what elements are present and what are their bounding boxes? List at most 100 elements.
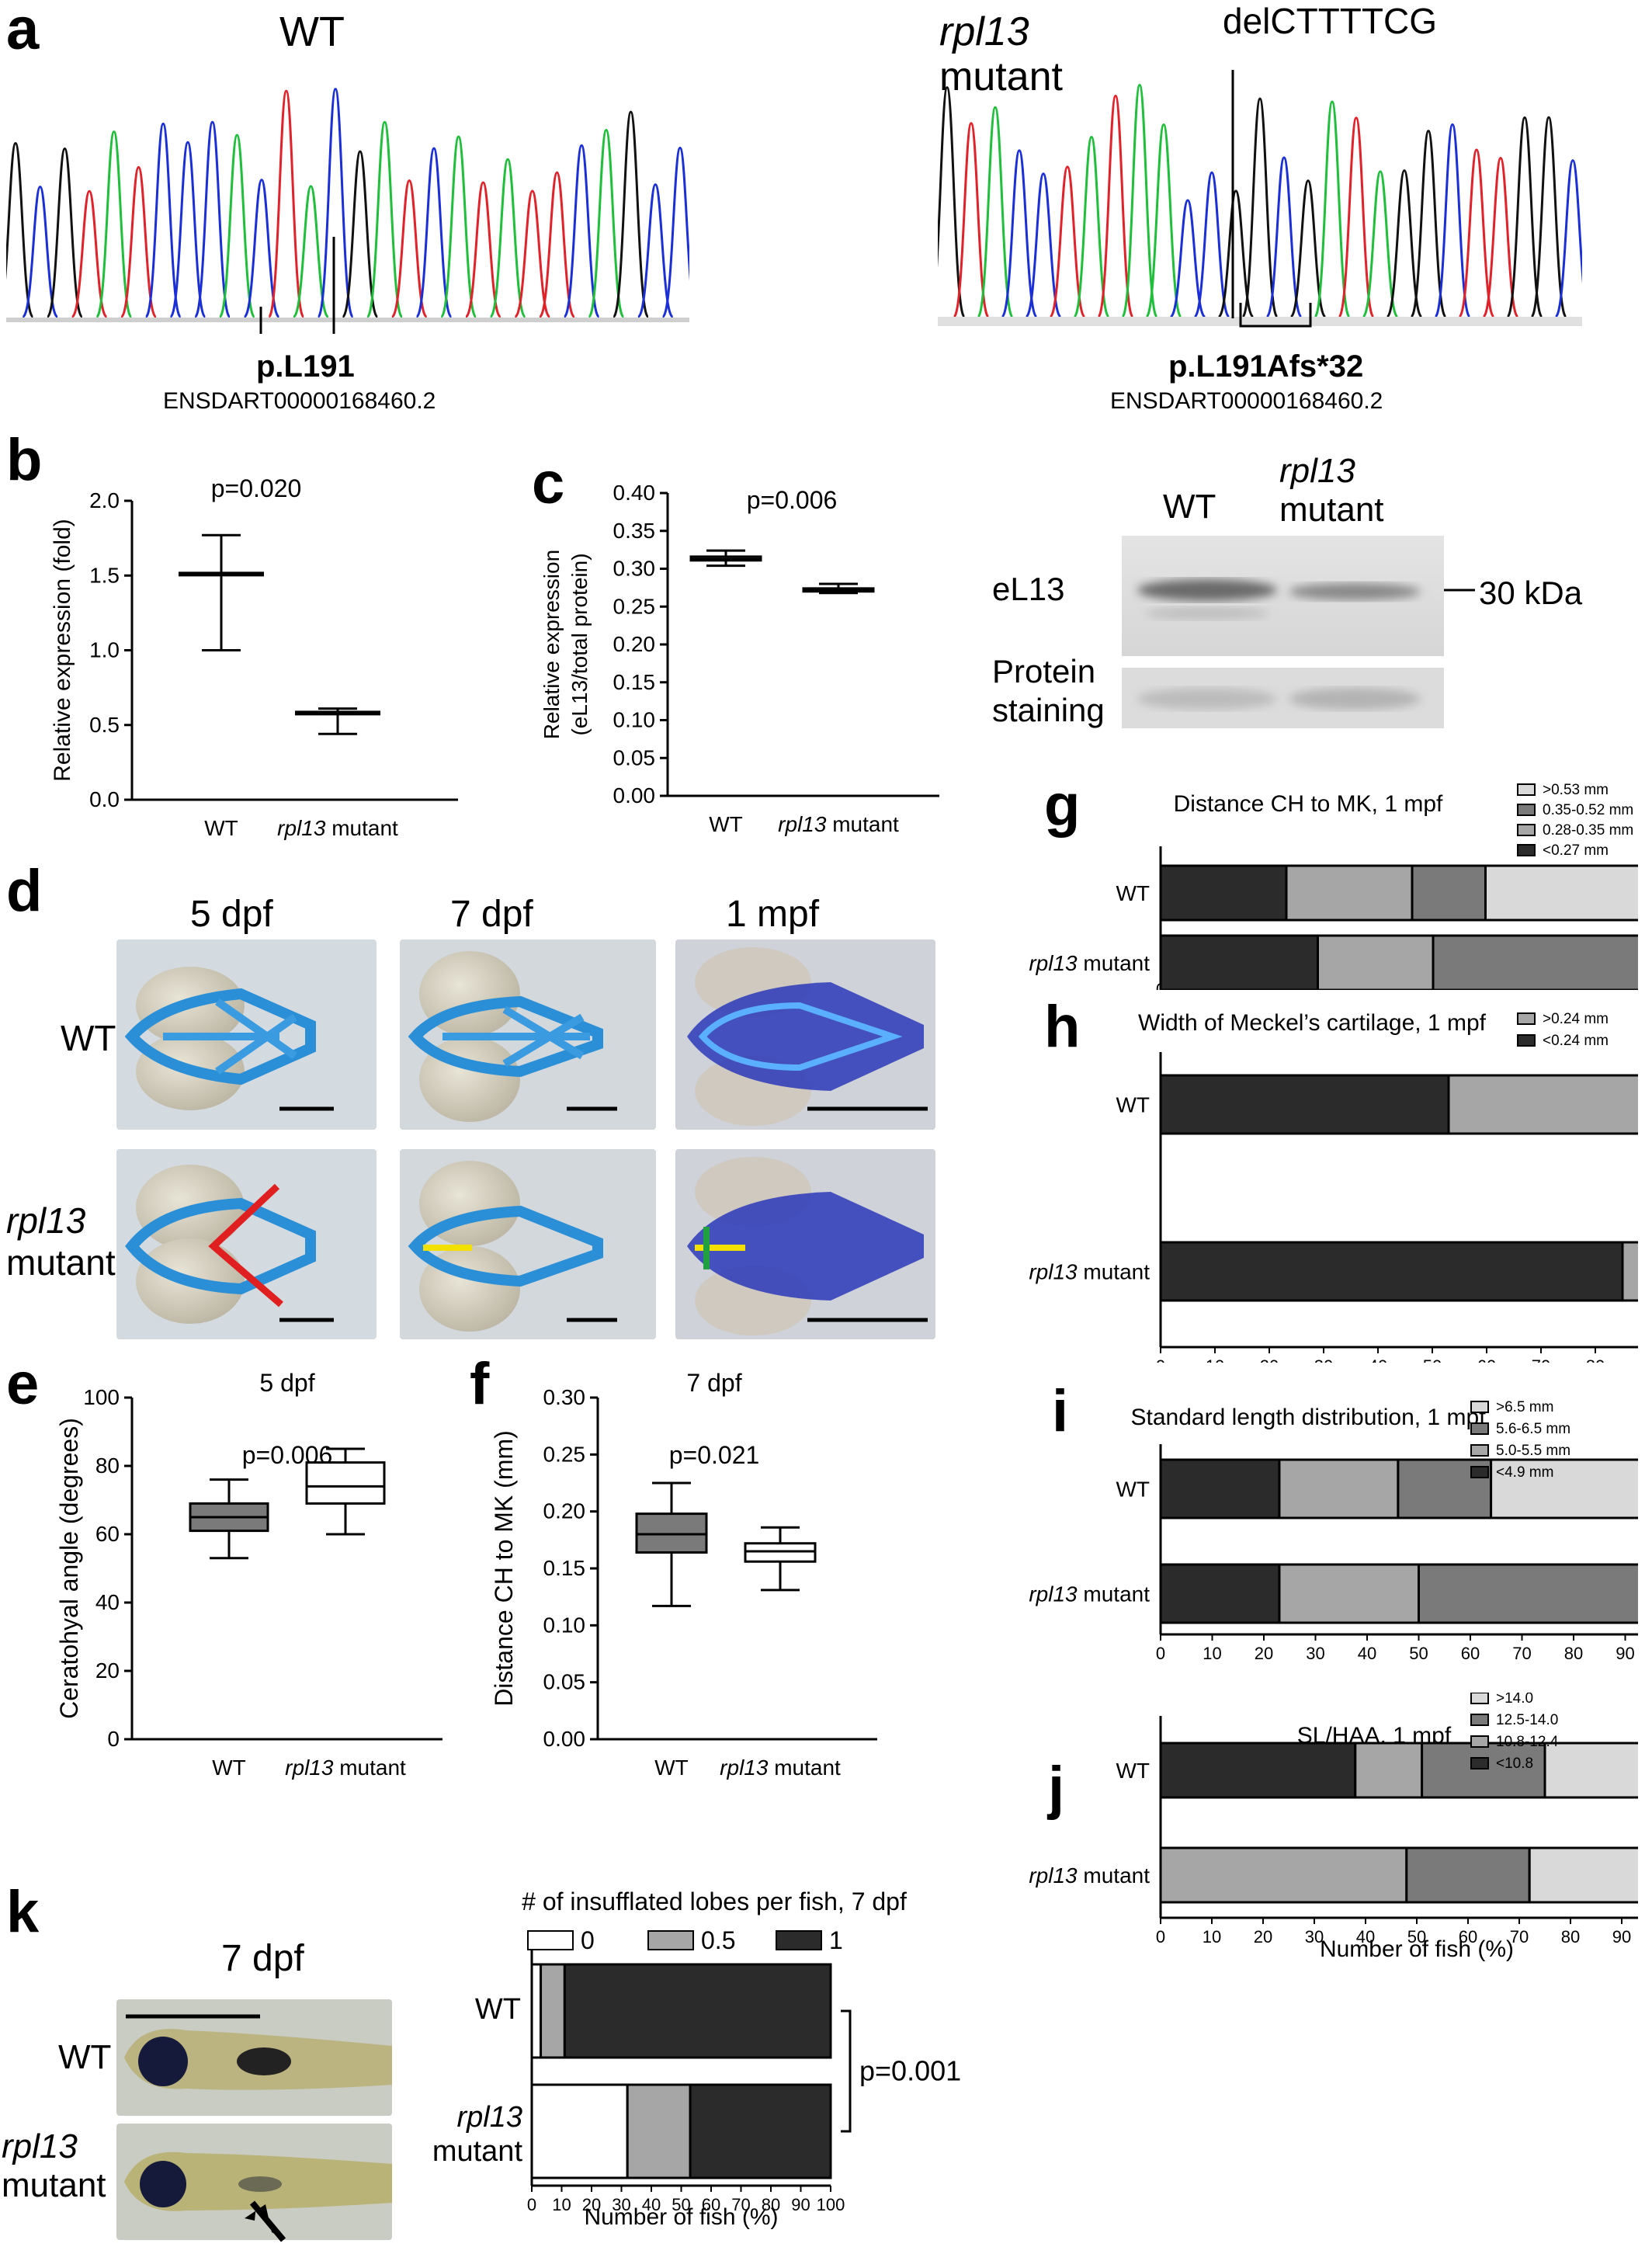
photo-wt-1mpf xyxy=(675,939,935,1130)
row-label: WT xyxy=(475,1993,521,2026)
band-mutant xyxy=(1289,583,1421,600)
bar-segment xyxy=(1447,1074,1638,1135)
legend-swatch xyxy=(1517,824,1536,836)
y-tick-label: 60 xyxy=(95,1522,120,1546)
d-row-mutant-gene: rpl13 xyxy=(6,1200,86,1241)
chart-c: 0.00 0.05 0.10 0.15 0.20 0.25 0.30 0.35 0.40 Rela… xyxy=(540,485,939,836)
trace-peak xyxy=(144,122,182,318)
x-tick-label: 10 xyxy=(1203,1644,1221,1663)
trace-peak xyxy=(1217,189,1255,318)
bar-segment xyxy=(1159,864,1288,922)
trace-peak xyxy=(1554,159,1582,318)
x-tick-label: 60 xyxy=(702,2195,720,2214)
x-tick-label: 70 xyxy=(1512,1644,1531,1663)
row-label: WT xyxy=(1116,1478,1150,1502)
trace-peak xyxy=(439,135,477,318)
trace-peak xyxy=(366,120,404,318)
x-tick-label: 20 xyxy=(582,2195,601,2214)
mutant-trace-peaks xyxy=(938,84,1582,318)
y-tick-label: 0 xyxy=(107,1727,120,1751)
x-tick-label: 20 xyxy=(1254,1927,1272,1947)
x-category-label: WT xyxy=(709,812,743,836)
d-row-mutant: rpl13 mutant xyxy=(6,1200,116,1283)
x-tick-label: 40 xyxy=(1358,1644,1376,1663)
x-tick-label: 0 xyxy=(527,2195,536,2214)
p-value: p=0.001 xyxy=(859,2055,961,2087)
k-row-mutant-gene: rpl13 xyxy=(2,2127,78,2165)
trace-peak xyxy=(1458,148,1495,318)
y-tick-label: 0.10 xyxy=(543,1613,586,1637)
y-tick-label: 0.20 xyxy=(543,1499,586,1523)
box xyxy=(305,1461,386,1505)
chart-title: Standard length distribution, 1 mpf xyxy=(1131,1405,1487,1430)
staining-line-1: Protein xyxy=(992,653,1096,689)
photo-mutant-7dpf xyxy=(400,1149,656,1339)
x-tick-label: 50 xyxy=(1407,1927,1426,1947)
panel-label-g: g xyxy=(1044,773,1081,839)
row-label-rest: mutant xyxy=(432,2135,523,2168)
x-tick-label: 0 xyxy=(1156,1927,1165,1947)
x-tick-label: 80 xyxy=(1561,1927,1580,1947)
bar-segment xyxy=(530,1963,543,2059)
trace-peak xyxy=(267,89,305,318)
legend-label: 0.28-0.35 mm xyxy=(1543,822,1633,839)
y-tick-label: 20 xyxy=(95,1658,120,1683)
mutant-variant: p.L191Afs*32 xyxy=(1168,349,1364,384)
trace-peak xyxy=(1193,171,1230,318)
bar-segment xyxy=(1543,1742,1638,1799)
trace-peak xyxy=(415,147,453,318)
bar-segment xyxy=(1411,864,1487,922)
larva-photo-wt xyxy=(116,1999,392,2116)
row-label: rpl13 mutant xyxy=(1029,1582,1150,1606)
trace-peak xyxy=(1121,84,1158,318)
legend-swatch xyxy=(1470,1422,1489,1435)
wt-trace-peaks xyxy=(6,88,689,318)
row-label: rpl13 mutant xyxy=(1029,1260,1150,1284)
bar-segment xyxy=(1159,1563,1281,1624)
legend-label: 1 xyxy=(829,1926,843,1954)
y-tick-label: 0.05 xyxy=(543,1670,586,1694)
trace-peak xyxy=(1410,130,1447,318)
trace-peak xyxy=(1362,170,1399,318)
blot-mutant-rest: mutant xyxy=(1279,491,1384,529)
row-label-gene: rpl13 xyxy=(457,2101,523,2134)
panel-label-j: j xyxy=(1048,1755,1065,1821)
k-row-wt: WT xyxy=(58,2038,112,2076)
legend-label: 0 xyxy=(581,1926,595,1954)
mutant-title-rest: mutant xyxy=(939,54,1063,99)
x-category-label: WT xyxy=(212,1756,246,1780)
y-tick-label: 2.0 xyxy=(89,488,120,512)
trace-peak xyxy=(1169,199,1206,318)
trace-peak xyxy=(1265,156,1303,318)
x-tick-label: 10 xyxy=(552,2195,571,2214)
wt-title: WT xyxy=(279,9,345,55)
legend-swatch xyxy=(1517,1012,1536,1025)
legend-label: >0.24 mm xyxy=(1543,1011,1609,1027)
x-tick-label: 80 xyxy=(1586,1356,1605,1363)
legend-swatch xyxy=(1470,1714,1489,1726)
bar-segment xyxy=(1432,934,1638,990)
bar-segment xyxy=(1159,934,1319,990)
trace-peak xyxy=(1049,165,1086,318)
trace-peak xyxy=(513,189,551,318)
trace-peak xyxy=(292,185,330,318)
trace-peak xyxy=(1386,169,1423,318)
blot-mutant-label: rpl13 mutant xyxy=(1279,452,1384,530)
larva-photos xyxy=(116,1999,392,2242)
trace-peak xyxy=(1097,94,1134,318)
trace-peak xyxy=(661,146,689,318)
x-tick-label: 90 xyxy=(1612,1927,1631,1947)
legend-label: <0.27 mm xyxy=(1543,842,1609,859)
x-tick-label: 20 xyxy=(1255,1644,1273,1663)
y-tick-label: 0.15 xyxy=(613,670,656,694)
trace-peak xyxy=(341,150,379,318)
trace-peak xyxy=(71,189,108,318)
x-tick-label: 80 xyxy=(1564,1644,1583,1663)
x-tick-label: 30 xyxy=(1314,1356,1333,1363)
y-axis-label: Relative expression xyxy=(540,550,564,739)
row-label: WT xyxy=(1116,881,1150,905)
legend-label: 0.5 xyxy=(701,1926,735,1954)
x-category-label: rpl13 mutant xyxy=(285,1756,406,1780)
wt-chromatogram xyxy=(6,88,689,334)
trace-peak xyxy=(464,181,502,318)
